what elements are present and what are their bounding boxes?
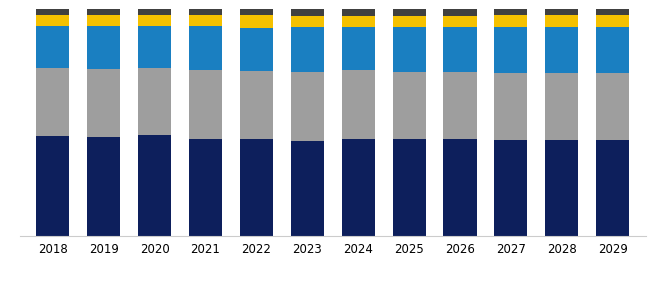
Bar xyxy=(138,68,171,135)
Bar xyxy=(138,26,171,68)
Bar xyxy=(444,27,476,72)
Bar xyxy=(87,26,121,69)
Bar xyxy=(291,9,324,16)
Bar xyxy=(494,73,527,140)
Bar xyxy=(291,27,324,72)
Bar xyxy=(138,135,171,236)
Bar xyxy=(494,27,527,73)
Bar xyxy=(342,9,375,16)
Bar xyxy=(189,26,222,71)
Bar xyxy=(36,15,69,26)
Bar xyxy=(138,15,171,26)
Bar xyxy=(342,16,375,27)
Bar xyxy=(36,26,69,68)
Bar xyxy=(36,9,69,15)
Bar xyxy=(545,73,579,140)
Bar xyxy=(189,15,222,26)
Bar xyxy=(444,16,476,27)
Bar xyxy=(189,9,222,15)
Bar xyxy=(444,139,476,236)
Bar xyxy=(240,9,273,15)
Bar xyxy=(545,9,579,15)
Bar xyxy=(393,9,426,16)
Bar xyxy=(494,15,527,27)
Bar xyxy=(494,140,527,236)
Bar xyxy=(596,73,629,140)
Bar xyxy=(596,15,629,27)
Bar xyxy=(444,9,476,16)
Bar xyxy=(291,16,324,27)
Bar xyxy=(87,15,121,26)
Bar xyxy=(189,139,222,236)
Bar xyxy=(393,139,426,236)
Bar xyxy=(138,9,171,15)
Bar xyxy=(87,9,121,15)
Bar xyxy=(596,27,629,73)
Bar xyxy=(240,28,273,71)
Bar xyxy=(545,140,579,236)
Bar xyxy=(545,15,579,27)
Bar xyxy=(596,9,629,15)
Bar xyxy=(240,15,273,28)
Bar xyxy=(444,72,476,139)
Bar xyxy=(291,141,324,236)
Bar xyxy=(545,27,579,73)
Bar xyxy=(393,72,426,139)
Bar xyxy=(596,140,629,236)
Bar xyxy=(36,136,69,236)
Bar xyxy=(393,27,426,72)
Bar xyxy=(342,139,375,236)
Bar xyxy=(393,16,426,27)
Bar xyxy=(342,71,375,139)
Bar xyxy=(87,138,121,236)
Bar xyxy=(240,139,273,236)
Bar xyxy=(342,27,375,71)
Bar xyxy=(494,9,527,15)
Bar xyxy=(87,69,121,138)
Bar xyxy=(240,71,273,139)
Bar xyxy=(36,68,69,136)
Bar xyxy=(291,72,324,141)
Bar xyxy=(189,71,222,139)
